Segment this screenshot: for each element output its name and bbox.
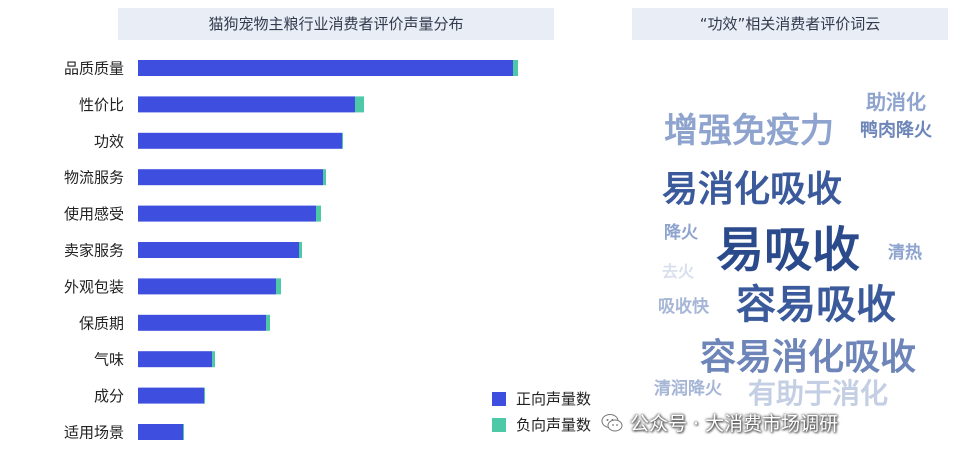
- bar-positive: [138, 424, 183, 440]
- bar-negative: [276, 278, 281, 295]
- bar-negative: [266, 314, 270, 331]
- chart-title: 猫狗宠物主粮行业消费者评价声量分布: [118, 8, 554, 40]
- bar-negative: [513, 60, 518, 76]
- category-label: 性价比: [79, 96, 124, 114]
- word-cloud: 助消化 增强免疫力 鸭肉降火 易消化吸收 降火 易吸收 清热 去火 吸收快 容易…: [632, 44, 948, 444]
- watermark: 公众号 · 大消费市场调研: [600, 409, 838, 436]
- bar-positive: [138, 278, 276, 295]
- word-cloud-word: 容易吸收: [736, 282, 896, 328]
- category-label: 功效: [94, 132, 124, 150]
- legend-label-negative: 负向声量数: [516, 416, 592, 434]
- word-cloud-title: “功效”相关消费者评价词云: [632, 8, 948, 40]
- legend-label-positive: 正向声量数: [516, 390, 592, 408]
- bar-negative: [342, 132, 343, 149]
- bar-positive: [138, 132, 342, 149]
- bar-negative: [212, 351, 215, 368]
- legend-item-positive: 正向声量数: [492, 388, 591, 409]
- bar-positive: [138, 205, 316, 222]
- word-cloud-word: 助消化: [866, 90, 926, 114]
- bar-negative: [183, 424, 184, 440]
- bar-positive: [138, 351, 212, 368]
- legend-item-negative: 负向声量数: [492, 414, 591, 435]
- bar-positive: [138, 96, 355, 113]
- word-cloud-word: 有助于消化: [748, 377, 889, 410]
- category-label: 成分: [94, 387, 124, 405]
- legend-swatch-positive: [492, 392, 506, 406]
- word-cloud-word: 易消化吸收: [662, 169, 843, 210]
- word-cloud-word: 清热: [888, 243, 922, 263]
- category-label: 品质质量: [64, 60, 124, 78]
- word-cloud-word: 降火: [664, 223, 698, 243]
- bar-positive: [138, 314, 266, 331]
- word-cloud-word: 吸收快: [658, 297, 709, 317]
- word-cloud-word: 容易消化吸收: [700, 337, 917, 378]
- bar-positive: [138, 387, 204, 404]
- bar-positive: [138, 169, 323, 186]
- bar-positive: [138, 60, 513, 76]
- category-label: 物流服务: [64, 169, 124, 187]
- bar-positive: [138, 242, 299, 258]
- wechat-icon: [601, 414, 623, 432]
- word-cloud-word: 增强免疫力: [664, 111, 834, 151]
- bar-negative: [316, 205, 321, 222]
- bar-negative: [323, 169, 326, 186]
- legend-swatch-negative: [492, 418, 506, 432]
- bar-negative: [299, 242, 302, 258]
- word-cloud-word: 清润降火: [654, 379, 722, 399]
- category-label: 保质期: [79, 314, 124, 332]
- bar-negative: [204, 387, 205, 404]
- word-cloud-word: 去火: [662, 262, 695, 281]
- category-label: 适用场景: [64, 424, 124, 442]
- word-cloud-word: 易吸收: [716, 222, 861, 278]
- category-label: 卖家服务: [64, 242, 124, 260]
- word-cloud-word: 鸭肉降火: [860, 120, 932, 141]
- bar-negative: [355, 96, 364, 113]
- watermark-text: 公众号 · 大消费市场调研: [630, 413, 839, 435]
- category-label: 使用感受: [64, 205, 124, 223]
- category-label: 外观包装: [64, 278, 124, 296]
- category-label: 气味: [94, 351, 124, 369]
